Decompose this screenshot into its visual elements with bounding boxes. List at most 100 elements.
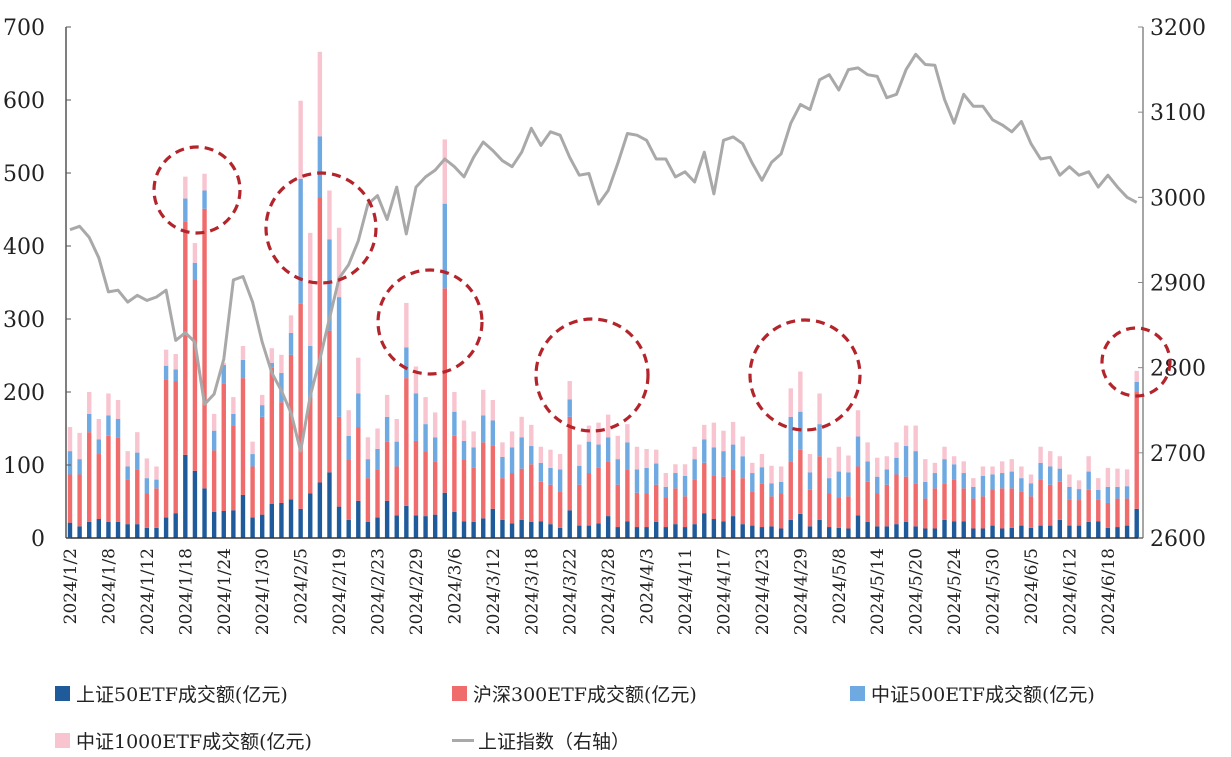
- bar-segment-series-0: [1076, 525, 1082, 538]
- x-axis-tick-label: 2024/5/14: [868, 548, 888, 635]
- x-axis-tick-label: 2024/6/5: [1022, 548, 1042, 624]
- bar-segment-series-2: [923, 481, 928, 499]
- bar-segment-series-3: [519, 416, 524, 438]
- bar-segment-series-2: [721, 451, 726, 477]
- bar-segment-series-2: [77, 459, 82, 475]
- legend-item-sse50: 上证50ETF成交额(亿元): [55, 680, 288, 707]
- bar-segment-series-1: [375, 469, 380, 518]
- bar-segment-series-0: [817, 519, 822, 538]
- bar-segment-series-3: [346, 410, 351, 436]
- bar-segment-series-1: [163, 379, 169, 518]
- legend-item-csi500: 中证500ETF成交额(亿元): [850, 680, 1095, 707]
- bar-segment-series-1: [135, 469, 140, 525]
- bar-segment-series-0: [846, 528, 851, 538]
- bar-segment-series-1: [154, 488, 159, 528]
- bar-segment-series-2: [846, 472, 851, 497]
- bar-segment-series-1: [826, 493, 832, 528]
- x-axis-tick-label: 2024/1/18: [176, 548, 196, 635]
- bar-segment-series-3: [586, 425, 592, 442]
- x-axis-tick-label: 2024/3/6: [445, 548, 465, 624]
- bar-segment-series-1: [625, 469, 630, 522]
- bar-segment-series-2: [711, 447, 717, 476]
- bar-segment-series-2: [615, 459, 620, 485]
- bar-segment-series-0: [509, 523, 515, 538]
- right-axis-tick-label: 2900: [1150, 272, 1206, 297]
- bar-segment-series-1: [836, 497, 841, 528]
- bar-segment-series-1: [980, 496, 986, 529]
- bar-segment-series-1: [1067, 499, 1072, 526]
- bar-segment-series-0: [702, 513, 707, 538]
- bar-segment-series-0: [231, 510, 236, 538]
- bar-segment-series-1: [711, 475, 717, 520]
- bar-segment-series-0: [567, 510, 572, 538]
- bar-segment-series-0: [375, 517, 380, 538]
- bar-segment-series-1: [231, 425, 236, 511]
- bar-segment-series-3: [183, 176, 188, 199]
- highlight-circle: [1100, 326, 1172, 398]
- bar-segment-series-3: [999, 461, 1005, 474]
- left-axis-tick-label: 700: [3, 16, 45, 41]
- bar-segment-series-3: [365, 437, 371, 460]
- bar-segment-series-0: [529, 521, 534, 538]
- legend-swatch: [850, 686, 865, 701]
- bar-segment-series-3: [730, 421, 736, 445]
- bar-segment-series-3: [634, 446, 640, 470]
- bar-segment-series-3: [394, 419, 399, 442]
- x-axis-tick-label: 2024/5/20: [907, 548, 927, 635]
- bar-segment-series-1: [106, 435, 111, 522]
- bar-segment-series-2: [432, 437, 438, 462]
- bar-segment-series-1: [577, 484, 582, 526]
- bar-segment-series-3: [577, 444, 582, 466]
- bar-segment-series-0: [67, 522, 73, 538]
- bar-segment-series-2: [211, 430, 217, 451]
- bar-segment-series-2: [980, 475, 986, 497]
- bar-segment-series-0: [106, 521, 111, 538]
- bar-segment-series-3: [77, 432, 82, 460]
- left-axis-tick-label: 200: [3, 381, 45, 406]
- x-axis-tick-label: 2024/4/23: [753, 548, 773, 635]
- left-axis-tick-label: 500: [3, 162, 45, 187]
- bar-segment-series-1: [115, 437, 121, 522]
- bar-segment-series-0: [855, 515, 861, 538]
- bar-segment-series-2: [106, 415, 111, 436]
- x-axis-tick-label: 2024/6/12: [1060, 548, 1080, 635]
- bar-segment-series-3: [298, 100, 303, 179]
- bar-segment-series-1: [807, 489, 813, 527]
- bar-segment-series-2: [865, 461, 870, 482]
- bar-segment-series-0: [221, 510, 226, 538]
- legend-label: 中证500ETF成交额(亿元): [871, 684, 1095, 706]
- bar-segment-series-3: [231, 397, 236, 414]
- bar-segment-series-1: [240, 378, 246, 495]
- bar-segment-series-2: [759, 467, 765, 484]
- bar-segment-series-2: [269, 362, 275, 368]
- bar-segment-series-2: [394, 441, 399, 467]
- bar-segment-series-1: [903, 476, 909, 522]
- bar-segment-series-0: [721, 521, 726, 538]
- bar-segment-series-3: [721, 430, 726, 452]
- bar-segment-series-2: [202, 190, 207, 209]
- bar-segment-series-1: [365, 478, 371, 522]
- bar-segment-series-0: [240, 494, 246, 538]
- bar-segment-series-0: [384, 500, 390, 538]
- bar-segment-series-2: [87, 413, 92, 433]
- bar-segment-series-0: [356, 500, 361, 538]
- bar-segment-series-1: [500, 478, 505, 520]
- bar-segment-series-0: [961, 521, 966, 538]
- highlight-circle: [748, 318, 862, 432]
- bar-segment-series-2: [500, 456, 505, 479]
- legend-line: [452, 739, 474, 742]
- bar-segment-series-3: [538, 446, 544, 463]
- left-axis-tick-label: 400: [3, 235, 45, 260]
- bar-segment-series-0: [673, 524, 678, 538]
- bar-segment-series-3: [1067, 474, 1072, 487]
- bar-segment-series-2: [452, 411, 457, 436]
- bar-segment-series-0: [682, 527, 688, 538]
- bar-segment-series-3: [798, 371, 803, 412]
- bar-segment-series-2: [125, 466, 130, 480]
- bar-segment-series-3: [375, 428, 380, 449]
- bar-segment-series-1: [87, 432, 92, 522]
- bar-segment-series-3: [788, 388, 793, 417]
- bar-segment-series-2: [183, 198, 188, 222]
- bar-segment-series-0: [654, 521, 659, 538]
- bar-segment-series-2: [654, 463, 659, 485]
